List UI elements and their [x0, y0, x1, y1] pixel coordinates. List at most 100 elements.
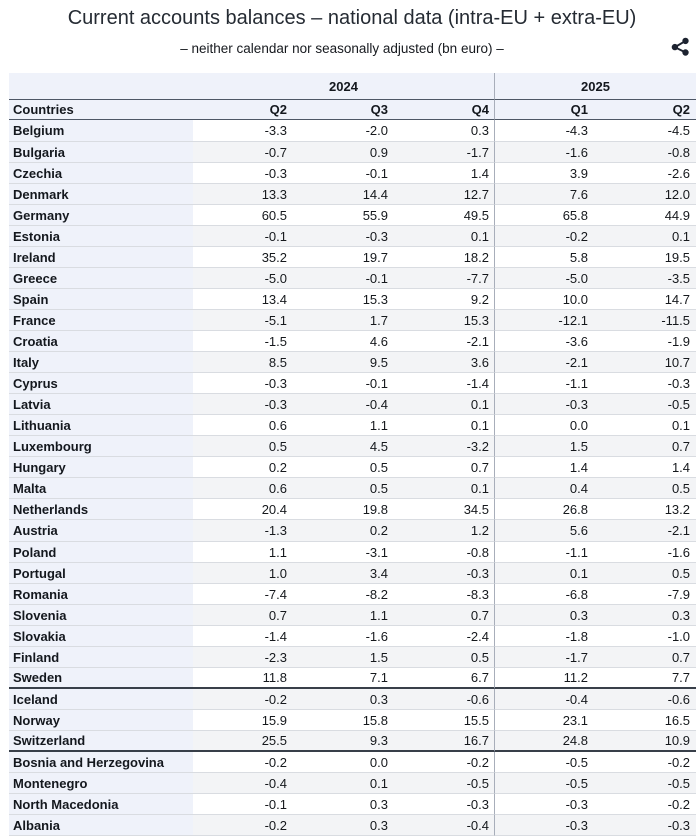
- value-cell: 49.5: [393, 205, 494, 226]
- country-cell: Slovenia: [9, 605, 193, 626]
- value-cell: 0.1: [393, 415, 494, 436]
- country-cell: Poland: [9, 542, 193, 563]
- table-row: Iceland -0.2 0.3 -0.6 -0.4 -0.6: [9, 689, 697, 710]
- value-cell: -2.3: [193, 647, 292, 668]
- country-cell: Malta: [9, 478, 193, 499]
- value-cell: 0.1: [393, 478, 494, 499]
- value-cell: 0.1: [393, 394, 494, 415]
- value-cell: -2.1: [393, 331, 494, 352]
- country-cell: Latvia: [9, 394, 193, 415]
- value-cell: -0.4: [393, 815, 494, 836]
- table-row: Hungary 0.2 0.5 0.7 1.4 1.4: [9, 457, 697, 478]
- value-cell: 34.5: [393, 499, 494, 520]
- value-cell: 9.5: [292, 352, 393, 373]
- value-cell: -0.3: [494, 394, 593, 415]
- value-cell: -0.2: [193, 815, 292, 836]
- value-cell: 13.2: [593, 499, 697, 520]
- value-cell: -0.3: [393, 563, 494, 584]
- value-cell: 0.4: [494, 478, 593, 499]
- table-body: Belgium -3.3 -2.0 0.3 -4.3 -4.5 Bulgaria -0.7 0.…: [9, 120, 697, 836]
- value-cell: 11.2: [494, 668, 593, 689]
- year-header-row: 2024 2025: [9, 73, 697, 100]
- table-row: Norway 15.9 15.8 15.5 23.1 16.5: [9, 710, 697, 731]
- table-row: Sweden 11.8 7.1 6.7 11.2 7.7: [9, 668, 697, 689]
- value-cell: 0.5: [393, 647, 494, 668]
- country-cell: Norway: [9, 710, 193, 731]
- table-row: Denmark 13.3 14.4 12.7 7.6 12.0: [9, 184, 697, 205]
- value-cell: -1.6: [494, 142, 593, 163]
- value-cell: 5.8: [494, 247, 593, 268]
- value-cell: 65.8: [494, 205, 593, 226]
- value-cell: -2.4: [393, 626, 494, 647]
- value-cell: 7.7: [593, 668, 697, 689]
- value-cell: 0.3: [393, 120, 494, 142]
- value-cell: -3.5: [593, 268, 697, 289]
- value-cell: -3.1: [292, 542, 393, 563]
- value-cell: -8.2: [292, 584, 393, 605]
- current-accounts-table: 2024 2025 Countries Q2 Q3 Q4 Q1 Q2 Belgi…: [9, 73, 697, 836]
- table-row: Croatia -1.5 4.6 -2.1 -3.6 -1.9: [9, 331, 697, 352]
- value-cell: -4.5: [593, 120, 697, 142]
- value-cell: 10.0: [494, 289, 593, 310]
- value-cell: 12.7: [393, 184, 494, 205]
- value-cell: 0.7: [193, 605, 292, 626]
- value-cell: 35.2: [193, 247, 292, 268]
- value-cell: -5.0: [193, 268, 292, 289]
- table-row: Austria -1.3 0.2 1.2 5.6 -2.1: [9, 520, 697, 542]
- share-button[interactable]: [669, 36, 689, 56]
- value-cell: 0.1: [494, 563, 593, 584]
- value-cell: 15.8: [292, 710, 393, 731]
- country-cell: Bulgaria: [9, 142, 193, 163]
- value-cell: -0.3: [193, 373, 292, 394]
- table-row: Bosnia and Herzegovina -0.2 0.0 -0.2 -0.5 -0.…: [9, 752, 697, 773]
- value-cell: 25.5: [193, 731, 292, 752]
- table-row: Italy 8.5 9.5 3.6 -2.1 10.7: [9, 352, 697, 373]
- value-cell: -1.9: [593, 331, 697, 352]
- value-cell: 1.1: [193, 542, 292, 563]
- value-cell: 0.5: [292, 478, 393, 499]
- year-header-spacer: [9, 73, 193, 100]
- value-cell: 55.9: [292, 205, 393, 226]
- value-cell: 0.7: [593, 647, 697, 668]
- value-cell: -8.3: [393, 584, 494, 605]
- table-row: Slovakia -1.4 -1.6 -2.4 -1.8 -1.0: [9, 626, 697, 647]
- column-header-countries: Countries: [9, 100, 193, 120]
- value-cell: -6.8: [494, 584, 593, 605]
- table-row: Netherlands 20.4 19.8 34.5 26.8 13.2: [9, 499, 697, 520]
- table-row: Switzerland 25.5 9.3 16.7 24.8 10.9: [9, 731, 697, 752]
- table-row: Latvia -0.3 -0.4 0.1 -0.3 -0.5: [9, 394, 697, 415]
- value-cell: 19.5: [593, 247, 697, 268]
- value-cell: -1.5: [193, 331, 292, 352]
- value-cell: 10.9: [593, 731, 697, 752]
- value-cell: -1.3: [193, 520, 292, 542]
- value-cell: -2.6: [593, 163, 697, 184]
- value-cell: -0.3: [593, 815, 697, 836]
- value-cell: -12.1: [494, 310, 593, 331]
- table-row: Malta 0.6 0.5 0.1 0.4 0.5: [9, 478, 697, 499]
- value-cell: -1.6: [292, 626, 393, 647]
- page-subtitle: – neither calendar nor seasonally adjust…: [180, 41, 504, 56]
- value-cell: -0.4: [292, 394, 393, 415]
- table-row: Portugal 1.0 3.4 -0.3 0.1 0.5: [9, 563, 697, 584]
- share-icon: [671, 37, 689, 56]
- country-cell: Switzerland: [9, 731, 193, 752]
- value-cell: -2.1: [494, 352, 593, 373]
- value-cell: 3.9: [494, 163, 593, 184]
- value-cell: 10.7: [593, 352, 697, 373]
- country-cell: Portugal: [9, 563, 193, 584]
- country-cell: Romania: [9, 584, 193, 605]
- value-cell: -0.3: [193, 394, 292, 415]
- value-cell: 0.1: [593, 226, 697, 247]
- value-cell: 0.3: [292, 794, 393, 815]
- column-header-q4-2024: Q4: [393, 100, 494, 120]
- value-cell: -0.3: [494, 815, 593, 836]
- value-cell: -7.7: [393, 268, 494, 289]
- value-cell: -0.3: [193, 163, 292, 184]
- value-cell: 24.8: [494, 731, 593, 752]
- value-cell: 12.0: [593, 184, 697, 205]
- country-cell: Greece: [9, 268, 193, 289]
- value-cell: 9.3: [292, 731, 393, 752]
- value-cell: 0.3: [494, 605, 593, 626]
- country-cell: Slovakia: [9, 626, 193, 647]
- column-header-row: Countries Q2 Q3 Q4 Q1 Q2: [9, 100, 697, 120]
